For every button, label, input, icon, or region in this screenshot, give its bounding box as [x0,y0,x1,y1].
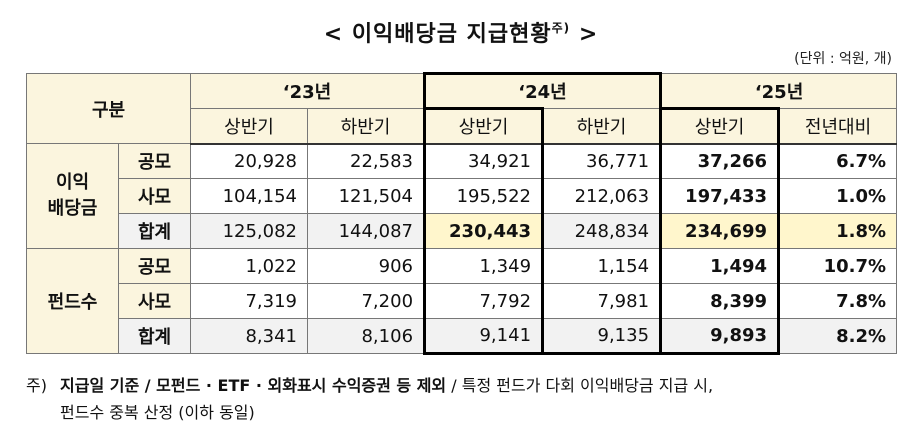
cell-value: 22,583 [306,143,426,179]
row-label: 사모 [118,283,191,319]
cell-value: 906 [306,248,426,284]
footnote-line1: 주) 지급일 기준 / 모펀드 · ETF · 외화표시 수익증권 등 제외 / … [26,372,896,399]
cell-value: 234,699 [659,213,781,249]
table-row: 펀드수 공모 1,022 906 1,349 1,154 1,494 10.7% [26,248,898,354]
cell-value: 1,494 [659,248,781,284]
cell-value: 9,135 [541,318,662,355]
cell-value: 20,928 [190,143,308,179]
cell-value: 195,522 [423,178,544,214]
header-category: 구분 [26,73,191,144]
footnote-line2: 펀드수 중복 산정 (이하 동일) [60,403,255,422]
header-year-23: ‘23년 [189,73,426,109]
title-text: 이익배당금 지급현황 [351,22,552,47]
row-label: 합계 [118,213,191,249]
title-left-bracket: < [323,22,344,47]
cell-value: 37,266 [659,143,781,179]
cell-value: 104,154 [190,178,308,214]
cell-value: 144,087 [306,213,426,249]
group-label-funds: 펀드수 [26,248,119,354]
table-row: 사모 104,154 121,504 195,522 212,063 197,4… [27,178,898,214]
header-sub-24-h1: 상반기 [423,107,545,145]
cell-value: 230,443 [423,213,544,249]
header-year-24: ‘24년 [423,72,663,109]
unit-label: (단위 : 억원, 개) [794,51,892,67]
footnote: 주) 지급일 기준 / 모펀드 · ETF · 외화표시 수익증권 등 제외 / … [26,372,896,426]
cell-value: 8,106 [306,318,426,354]
row-label: 공모 [118,248,191,284]
title-footnote-mark: 주) [551,21,571,35]
cell-value: 34,921 [423,143,544,179]
group-label-dividend: 이익 배당금 [26,143,119,249]
cell-value: 197,433 [659,178,781,214]
cell-value: 1,154 [541,248,662,284]
cell-value: 7.8% [778,283,898,319]
page-title: < 이익배당금 지급현황주) > [0,16,922,48]
cell-value: 9,141 [423,318,544,355]
cell-value: 125,082 [190,213,308,249]
footnote-bold: 지급일 기준 / 모펀드 · ETF · 외화표시 수익증권 등 제외 [60,376,447,395]
cell-value: 7,981 [541,283,662,319]
cell-value: 9,893 [659,318,781,355]
cell-value: 7,200 [306,283,426,319]
table-row: 이익 배당금 공모 20,928 22,583 34,921 36,771 37… [26,143,898,249]
header-sub-25-h1: 상반기 [659,107,781,145]
cell-value: 10.7% [778,248,898,284]
cell-value: 1.0% [778,178,898,214]
row-label: 공모 [118,143,191,179]
title-right-bracket: > [578,22,599,47]
cell-value: 7,792 [423,283,544,319]
cell-value: 248,834 [541,213,662,249]
cell-value: 8,399 [659,283,781,319]
header-sub-24-h2: 하반기 [542,108,662,145]
cell-value: 1.8% [778,213,898,249]
row-label: 합계 [118,318,191,354]
cell-value: 8,341 [190,318,308,354]
row-label: 사모 [118,178,191,214]
header-year-25: ‘25년 [660,73,898,109]
cell-value: 121,504 [306,178,426,214]
header-sub-yoy: 전년대비 [778,108,898,145]
cell-value: 1,022 [190,248,308,284]
cell-value: 1,349 [423,248,544,284]
cell-value: 6.7% [778,143,898,179]
cell-value: 36,771 [541,143,662,179]
table-row: 사모 7,319 7,200 7,792 7,981 8,399 7.8% [27,283,898,319]
dividend-table: 구분 ‘23년 ‘24년 ‘25년 상반기 하반기 상반기 하반기 상반기 전년… [26,72,898,355]
table-row: 합계 125,082 144,087 230,443 248,834 234,6… [27,213,898,249]
cell-value: 7,319 [190,283,308,319]
table-row: 합계 8,341 8,106 9,141 9,135 9,893 8.2% [27,318,898,355]
footnote-mark: 주) [26,376,47,395]
cell-value: 212,063 [541,178,662,214]
cell-value: 8.2% [778,318,898,354]
footnote-rest: / 특정 펀드가 다회 이익배당금 지급 시, [446,376,714,395]
header-sub-23-h2: 하반기 [306,108,426,145]
header-sub-23-h1: 상반기 [190,108,308,145]
